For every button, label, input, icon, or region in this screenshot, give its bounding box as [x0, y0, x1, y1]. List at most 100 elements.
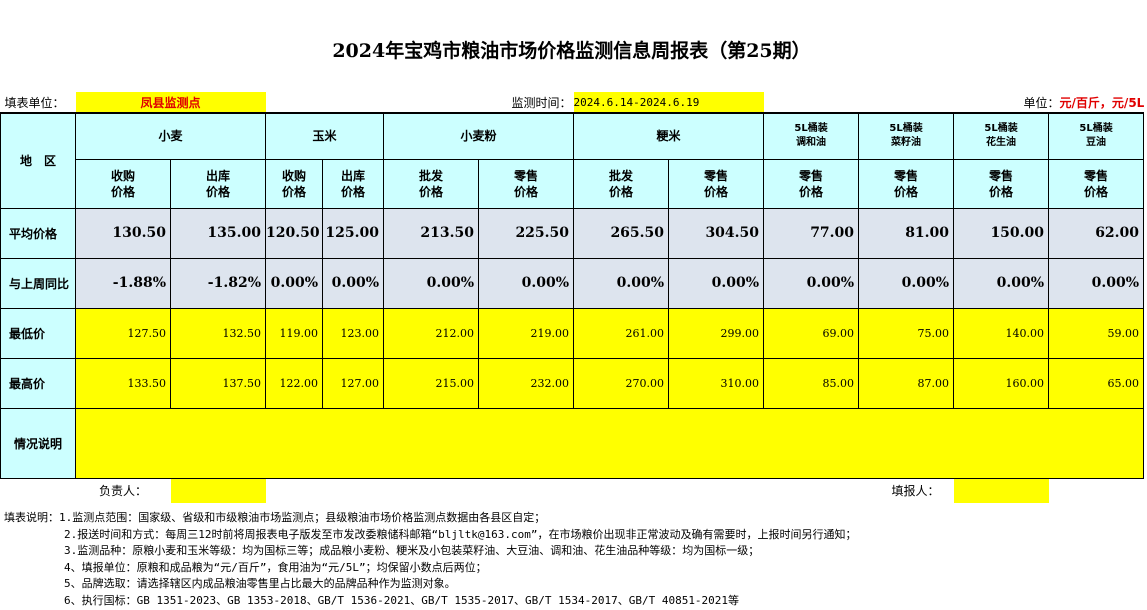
price-cell[interactable]: 119.00: [265, 307, 324, 359]
note-line: 4、填报单位：原粮和成品粮为“元/百斤”，食用油为“元/5L”；均保留小数点后两…: [64, 560, 487, 574]
measure-label: 单位：: [1023, 95, 1060, 110]
price-cell[interactable]: 120.50: [265, 207, 324, 259]
sub-header-line: 零售: [1084, 168, 1109, 183]
price-cell[interactable]: 0.00%: [383, 257, 480, 309]
price-cell[interactable]: 219.00: [478, 307, 575, 359]
price-cell[interactable]: 0.00%: [668, 257, 765, 309]
price-cell[interactable]: 69.00: [763, 307, 860, 359]
note-line: 5、品牌选取：请选择辖区内成品粮油零售里占比最大的品牌品种作为监测对象。: [64, 577, 456, 590]
header-row-2: 收购 价格 出库 价格 收购 价格 出库 价格 批发 价格 零售 价格 批发 价格 零售 价格 零售 价格 零售 价格…: [1, 158, 1145, 209]
sub-header: 批发 价格: [573, 158, 670, 209]
oil-pack: 5L桶装: [984, 123, 1018, 135]
group-header: 小麦粉: [383, 112, 575, 160]
price-cell[interactable]: 125.00: [322, 207, 385, 259]
price-cell[interactable]: 140.00: [953, 307, 1050, 359]
sub-header: 零售 价格: [668, 158, 765, 209]
unit-value[interactable]: 凤县监测点: [75, 92, 266, 114]
header-row-1: 地 区 小麦 玉米 小麦粉 粳米 5L桶装 调和油 5L桶装 菜籽油 5L桶装 花生油…: [0, 112, 1145, 209]
price-cell[interactable]: 137.50: [169, 357, 267, 409]
sub-header-line: 价格: [609, 184, 634, 199]
sub-header-line: 价格: [206, 184, 231, 199]
price-cell[interactable]: 127.00: [322, 357, 385, 409]
oil-header: 5L桶装 菜籽油: [858, 112, 955, 160]
price-cell[interactable]: 270.00: [573, 357, 670, 409]
price-cell[interactable]: 127.50: [75, 307, 171, 359]
price-cell[interactable]: 133.50: [75, 357, 171, 409]
group-header: 粳米: [573, 112, 765, 160]
report-title: 2024年宝鸡市粮油市场价格监测信息周报表（第25期）: [332, 40, 811, 62]
price-cell[interactable]: 0.00%: [265, 257, 324, 309]
sub-header: 零售 价格: [953, 158, 1050, 209]
sub-header-line: 零售: [799, 168, 824, 183]
sub-header-line: 收购: [110, 168, 135, 183]
sub-header-line: 零售: [989, 168, 1014, 183]
price-cell[interactable]: 225.50: [478, 207, 575, 259]
sub-header: 零售 价格: [858, 158, 955, 209]
price-cell[interactable]: 0.00%: [1048, 257, 1145, 309]
row-situation: 情况说明: [0, 407, 1145, 479]
situation-input[interactable]: [74, 407, 1145, 479]
time-value[interactable]: 2024.6.14-2024.6.19: [573, 92, 764, 114]
price-cell[interactable]: 123.00: [322, 307, 385, 359]
sub-header-line: 出库: [341, 168, 366, 183]
sub-header: 零售 价格: [478, 158, 575, 209]
sub-header-line: 批发: [609, 168, 634, 183]
price-cell[interactable]: 75.00: [858, 307, 955, 359]
oil-pack: 5L桶装: [794, 123, 828, 135]
price-cell[interactable]: 212.00: [383, 307, 480, 359]
row-max: 最高价 133.50 137.50 122.00 127.00 215.00 232.00 2…: [0, 357, 1145, 409]
responsible-input[interactable]: [170, 478, 266, 503]
oil-pack: 5L桶装: [1079, 123, 1113, 135]
price-cell[interactable]: 132.50: [169, 307, 267, 359]
price-cell[interactable]: 0.00%: [953, 257, 1050, 309]
price-cell[interactable]: 215.00: [383, 357, 480, 409]
oil-pack: 5L桶装: [889, 123, 923, 135]
price-cell[interactable]: 0.00%: [858, 257, 955, 309]
price-cell[interactable]: 0.00%: [763, 257, 860, 309]
sub-header: 出库 价格: [322, 158, 385, 209]
note-line: 6、执行国标：GB 1351-2023、GB 1353-2018、GB/T 15…: [64, 593, 740, 607]
price-cell[interactable]: 213.50: [383, 207, 480, 259]
note-line: 填表说明：1.监测点范围：国家级、省级和市级粮油市场监测点；县级粮油市场价格监测…: [4, 511, 546, 524]
price-cell[interactable]: 77.00: [763, 207, 860, 259]
sub-header-line: 价格: [282, 184, 307, 199]
row-label: 最高价: [0, 357, 76, 409]
price-cell[interactable]: 81.00: [858, 207, 955, 259]
price-cell[interactable]: 310.00: [668, 357, 765, 409]
price-cell[interactable]: 135.00: [169, 207, 267, 259]
price-cell[interactable]: 160.00: [953, 357, 1050, 409]
region-header: 地 区: [0, 112, 76, 209]
price-cell[interactable]: 304.50: [668, 207, 765, 259]
sub-header-line: 价格: [514, 184, 539, 199]
reporter-input[interactable]: [953, 478, 1049, 503]
measure-cell: 单位：元/百斤，元/5L: [953, 92, 1144, 114]
price-cell[interactable]: 62.00: [1048, 207, 1145, 259]
sub-header: 零售 价格: [1048, 158, 1145, 209]
row-label: 平均价格: [0, 207, 76, 259]
price-cell[interactable]: 65.00: [1048, 357, 1145, 409]
price-cell[interactable]: 232.00: [478, 357, 575, 409]
sub-header-line: 价格: [341, 184, 366, 199]
price-cell[interactable]: 122.00: [265, 357, 324, 409]
price-cell[interactable]: -1.88%: [75, 257, 171, 309]
sub-header-line: 价格: [989, 184, 1014, 199]
price-cell[interactable]: 299.00: [668, 307, 765, 359]
price-cell[interactable]: 261.00: [573, 307, 670, 359]
price-cell[interactable]: 130.50: [75, 207, 171, 259]
price-cell[interactable]: 87.00: [858, 357, 955, 409]
price-cell[interactable]: 150.00: [953, 207, 1050, 259]
row-average: 平均价格 130.50 135.00 120.50 125.00 213.50 225.50…: [0, 207, 1145, 259]
price-cell[interactable]: 265.50: [573, 207, 670, 259]
price-cell[interactable]: 85.00: [763, 357, 860, 409]
price-cell[interactable]: 0.00%: [478, 257, 575, 309]
price-cell[interactable]: -1.82%: [169, 257, 267, 309]
price-cell[interactable]: 0.00%: [322, 257, 385, 309]
price-cell[interactable]: 59.00: [1048, 307, 1145, 359]
price-cell[interactable]: 0.00%: [573, 257, 670, 309]
sub-header: 收购 价格: [75, 158, 171, 209]
oil-header: 5L桶装 花生油: [953, 112, 1050, 160]
sub-header: 收购 价格: [265, 158, 324, 209]
oil-header: 5L桶装 调和油: [763, 112, 860, 160]
situation-label: 情况说明: [0, 407, 76, 479]
